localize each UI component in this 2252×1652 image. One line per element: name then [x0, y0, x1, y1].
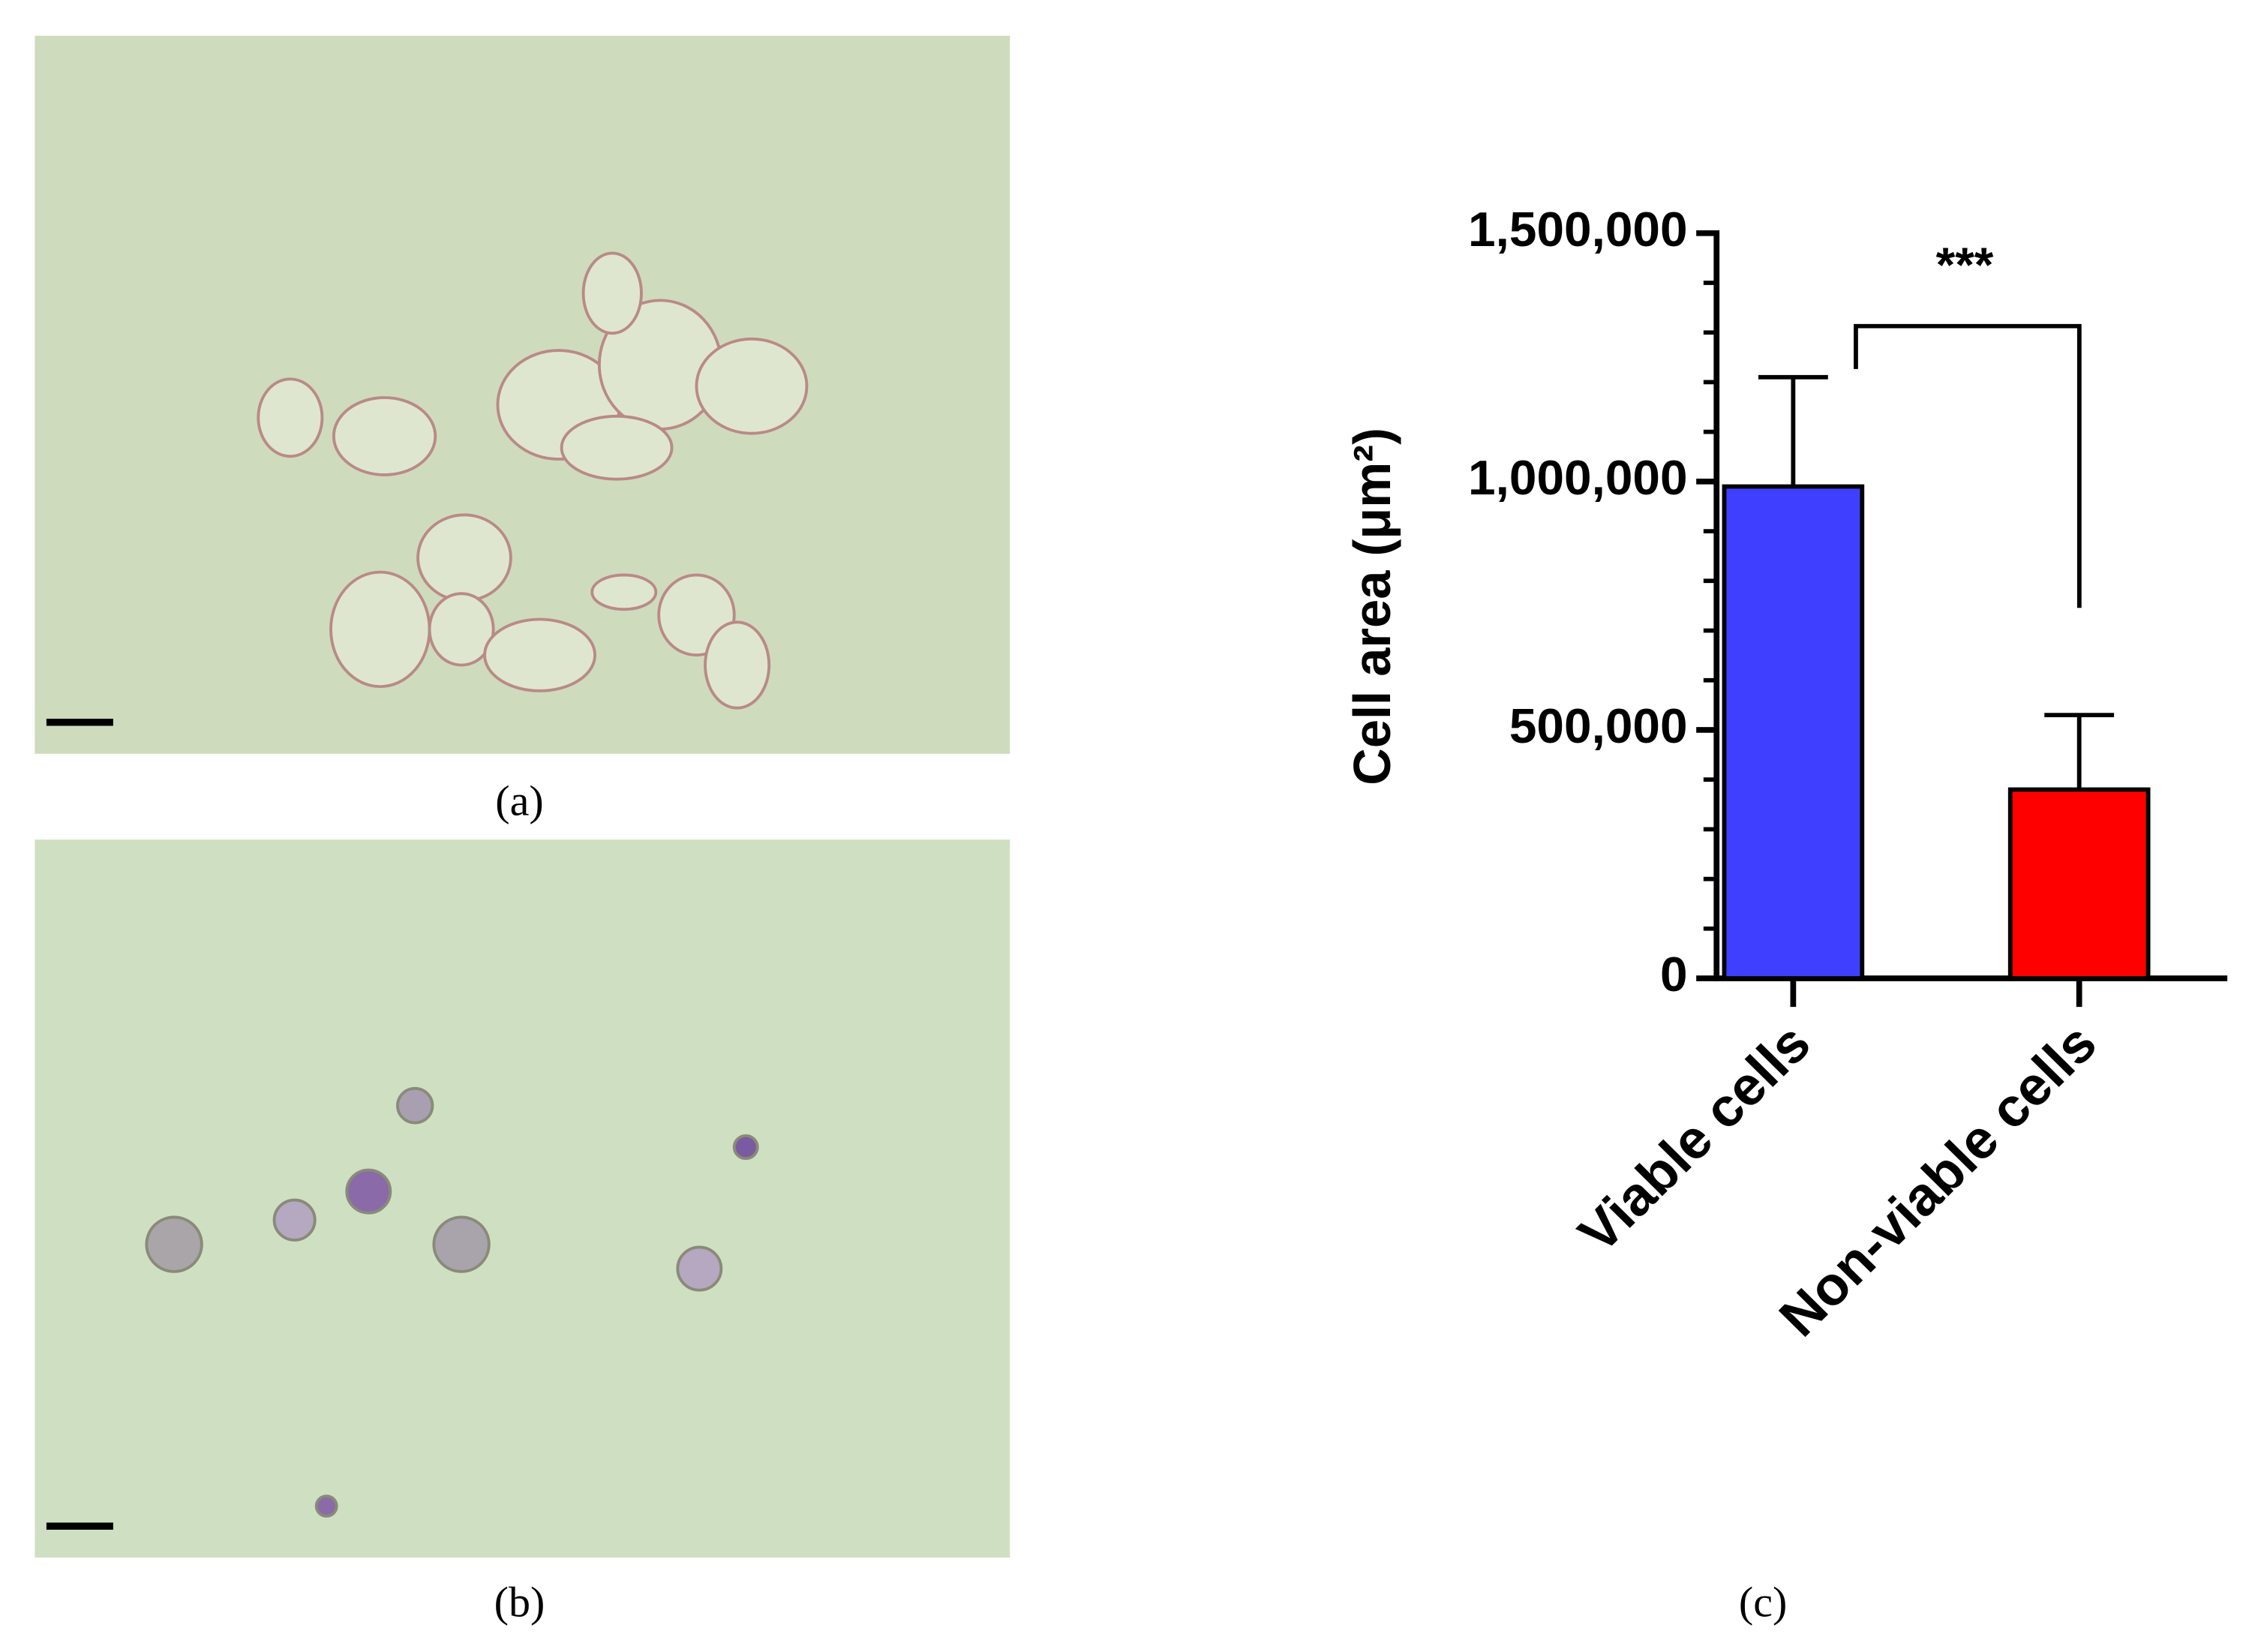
bar	[2007, 787, 2151, 981]
y-axis-label: Cell area (μm²)	[1343, 428, 1402, 785]
panel-label: (a)	[495, 778, 543, 825]
micrograph-b	[35, 840, 1010, 1558]
y-tick-label: 0	[1660, 948, 1688, 1002]
y-tick-label: 1,000,000	[1468, 450, 1688, 504]
micrograph-a	[35, 35, 1010, 754]
panel-label: (c)	[1739, 1579, 1787, 1626]
significance-label: ***	[1936, 238, 1994, 292]
significance-bracket	[1854, 323, 2082, 608]
x-tick-label: Non-viable cells	[1768, 1013, 2108, 1348]
image-background	[35, 840, 1010, 1558]
cells	[145, 1086, 759, 1518]
x-tick-label: Viable cells	[1567, 1013, 1822, 1264]
cells	[257, 251, 809, 710]
y-tick-label: 500,000	[1509, 699, 1688, 753]
panel-label: (b)	[494, 1579, 545, 1626]
bar	[1722, 484, 1865, 981]
y-tick-label: 1,500,000	[1468, 202, 1688, 256]
